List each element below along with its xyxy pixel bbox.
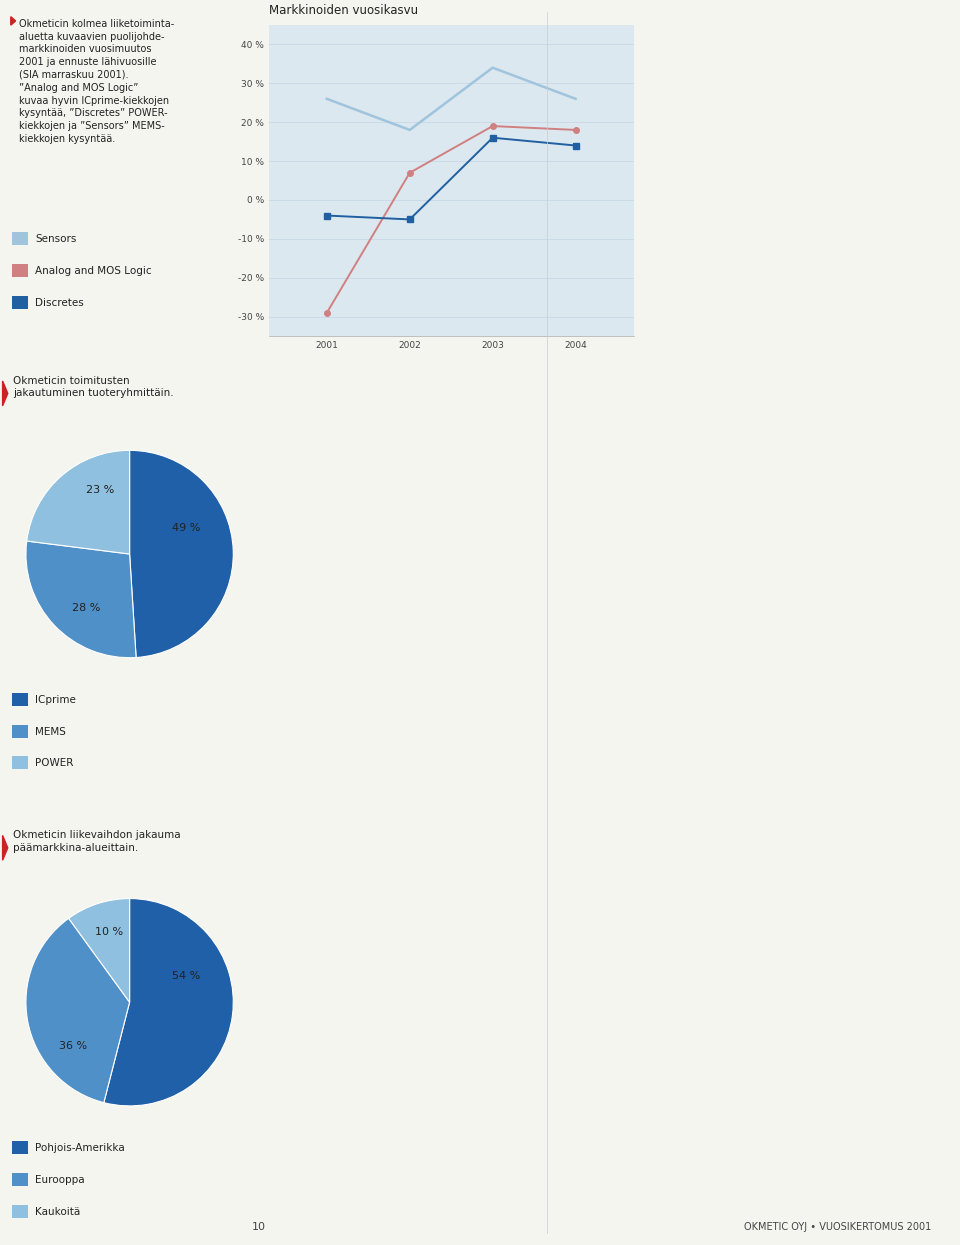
Polygon shape xyxy=(3,835,8,860)
Text: Eurooppa: Eurooppa xyxy=(35,1175,84,1185)
Polygon shape xyxy=(3,381,8,406)
Text: 54 %: 54 % xyxy=(173,971,201,981)
Text: Analog and MOS Logic: Analog and MOS Logic xyxy=(35,266,152,276)
Text: Okmeticin kolmea liiketoiminta-
aluetta kuvaavien puolijohde-
markkinoiden vuosi: Okmeticin kolmea liiketoiminta- aluetta … xyxy=(19,19,175,144)
Wedge shape xyxy=(26,542,136,657)
Text: Discretes: Discretes xyxy=(35,298,84,308)
Text: 23 %: 23 % xyxy=(86,484,114,494)
Text: Pohjois-Amerikka: Pohjois-Amerikka xyxy=(35,1143,125,1153)
Text: Kaukoitä: Kaukoitä xyxy=(35,1206,81,1216)
FancyBboxPatch shape xyxy=(12,757,28,769)
Text: Sensors: Sensors xyxy=(35,234,76,244)
FancyBboxPatch shape xyxy=(12,264,28,276)
Text: Markkinoiden vuosikasvu: Markkinoiden vuosikasvu xyxy=(269,4,418,16)
Polygon shape xyxy=(11,16,15,25)
FancyBboxPatch shape xyxy=(12,296,28,309)
Wedge shape xyxy=(69,899,130,1002)
Text: MEMS: MEMS xyxy=(35,727,66,737)
FancyBboxPatch shape xyxy=(12,1205,28,1218)
Text: 28 %: 28 % xyxy=(72,603,100,613)
Text: OKMETIC OYJ • VUOSIKERTOMUS 2001: OKMETIC OYJ • VUOSIKERTOMUS 2001 xyxy=(744,1223,931,1233)
FancyBboxPatch shape xyxy=(12,1140,28,1154)
Text: POWER: POWER xyxy=(35,758,73,768)
Wedge shape xyxy=(130,451,233,657)
Text: 36 %: 36 % xyxy=(59,1041,86,1051)
Wedge shape xyxy=(27,451,130,554)
FancyBboxPatch shape xyxy=(12,232,28,245)
FancyBboxPatch shape xyxy=(12,692,28,706)
FancyBboxPatch shape xyxy=(12,725,28,737)
Text: Okmeticin liikevaihdon jakauma
päämarkkina-alueittain.: Okmeticin liikevaihdon jakauma päämarkki… xyxy=(13,830,180,853)
Text: 10: 10 xyxy=(252,1223,266,1233)
Text: ICprime: ICprime xyxy=(35,695,76,705)
Text: 49 %: 49 % xyxy=(173,523,201,533)
Wedge shape xyxy=(104,899,233,1106)
Wedge shape xyxy=(26,919,130,1103)
FancyBboxPatch shape xyxy=(12,1173,28,1185)
Text: Okmeticin toimitusten
jakautuminen tuoteryhmittäin.: Okmeticin toimitusten jakautuminen tuote… xyxy=(13,376,174,398)
Text: 10 %: 10 % xyxy=(95,926,123,936)
